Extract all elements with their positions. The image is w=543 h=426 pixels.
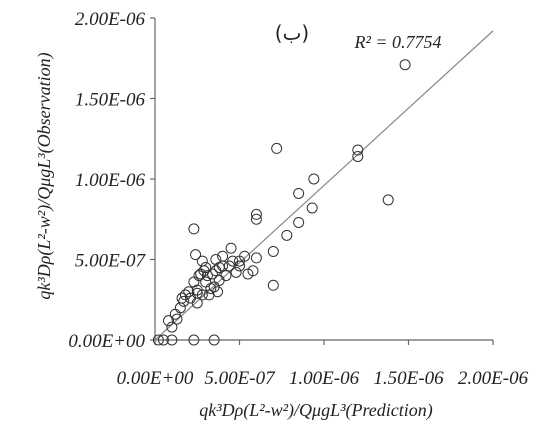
data-point [399,59,411,71]
data-point [230,266,242,278]
y-tick-label: 0.00E+00 [68,331,145,352]
x-tick-label: 2.00E-06 [458,368,529,389]
data-point [382,194,394,206]
data-point [271,142,283,154]
data-point [174,302,186,314]
x-tick-label: 5.00E-07 [204,368,276,389]
data-point [196,255,208,267]
data-point [267,279,279,291]
data-point [225,242,237,254]
data-point [190,249,202,261]
data-point [293,216,305,228]
data-point [166,321,178,333]
data-point [212,286,224,298]
data-points [152,59,411,346]
x-tick-label: 0.00E+00 [117,368,194,389]
data-point [208,334,220,346]
data-point [267,245,279,257]
y-ticks: 0.00E+00 5.00E-07 1.00E-06 1.50E-06 2.00E-06 [68,9,155,352]
data-point [191,287,203,299]
data-point [293,187,305,199]
data-point [234,260,245,272]
data-point [196,289,208,301]
data-point [171,313,183,325]
data-point [308,173,320,185]
data-point [188,334,200,346]
data-point [352,150,364,162]
data-point [188,223,200,235]
data-point [166,334,178,346]
data-point [213,274,225,286]
data-point [306,202,318,214]
x-tick-label: 1.00E-06 [289,368,360,389]
data-point [201,270,213,282]
y-axis-label: qk³Dρ(L²-w²)/QμgL³(Observation) [34,52,55,299]
data-point [220,270,232,282]
data-point [200,262,212,274]
data-point [239,250,251,262]
panel-label: (ب) [275,21,309,45]
data-point [178,295,190,307]
data-point [250,252,262,264]
x-ticks: 0.00E+00 5.00E-07 1.00E-06 1.50E-06 2.00E-06 [117,340,529,389]
data-point [217,250,229,262]
x-tick-label: 1.50E-06 [373,368,444,389]
y-tick-label: 2.00E-06 [75,9,146,30]
data-point [206,268,218,280]
data-point [352,144,364,156]
data-point [250,208,262,220]
data-point [183,286,195,298]
data-point [281,229,293,241]
data-point [163,315,175,327]
y-tick-label: 1.50E-06 [75,90,146,111]
r-squared-annotation: R² = 0.7754 [353,32,441,52]
trendline [154,30,494,341]
data-point [247,265,259,277]
data-point [157,334,169,346]
x-axis-label: qk³Dρ(L²-w²)/QμgL³(Prediction) [199,400,433,421]
data-point [250,213,262,225]
y-tick-label: 5.00E-07 [75,251,147,272]
data-point [152,334,164,346]
y-tick-label: 1.00E-06 [75,170,146,191]
